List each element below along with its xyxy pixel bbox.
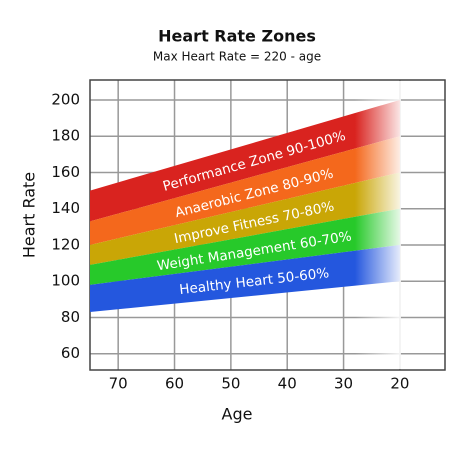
x-tick-label: 60 [165, 375, 184, 393]
x-axis-label: Age [222, 405, 253, 424]
chart-title: Heart Rate Zones [158, 27, 316, 46]
chart-subtitle: Max Heart Rate = 220 - age [153, 50, 321, 64]
x-tick-label: 20 [390, 375, 409, 393]
zone-band [90, 136, 400, 245]
zone-band [90, 208, 400, 285]
zone-band [90, 172, 400, 265]
x-tick-label: 40 [278, 375, 297, 393]
y-tick-label: 60 [61, 344, 80, 362]
y-tick-label: 120 [51, 235, 80, 253]
y-tick-label: 140 [51, 199, 80, 217]
x-tick-label: 30 [334, 375, 353, 393]
y-axis-label: Heart Rate [20, 172, 39, 258]
y-tick-label: 160 [51, 163, 80, 181]
x-tick-label: 50 [221, 375, 240, 393]
zone-band [90, 99, 400, 222]
y-tick-label: 100 [51, 272, 80, 290]
y-tick-label: 200 [51, 90, 80, 108]
x-tick-label: 70 [109, 375, 128, 393]
fade-overlay [354, 81, 401, 369]
zone-band [90, 244, 400, 312]
y-tick-label: 180 [51, 127, 80, 145]
y-tick-label: 80 [61, 308, 80, 326]
